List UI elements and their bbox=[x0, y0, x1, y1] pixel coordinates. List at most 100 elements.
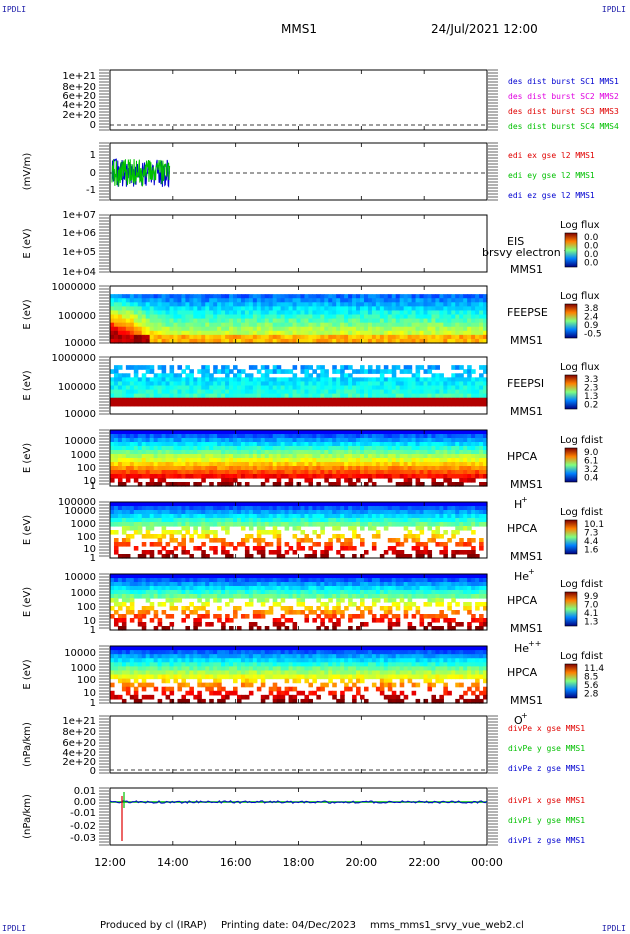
spectrogram-cell bbox=[209, 434, 214, 439]
spectrogram-cell bbox=[272, 574, 278, 579]
spectrogram-cell bbox=[113, 381, 119, 387]
spectrogram-cell bbox=[459, 434, 464, 439]
spectrogram-cell bbox=[320, 322, 325, 328]
spectrogram-cell bbox=[169, 450, 175, 455]
spectrogram-cell bbox=[161, 458, 167, 463]
spectrogram-cell bbox=[268, 530, 274, 535]
spectrogram-cell bbox=[137, 502, 143, 507]
spectrogram-cell bbox=[141, 518, 147, 523]
spectrogram-cell bbox=[161, 450, 167, 455]
spectrogram-cell bbox=[201, 586, 206, 591]
spectrogram-cell bbox=[276, 326, 282, 332]
spectrogram-cell bbox=[320, 330, 325, 336]
spectrogram-cell bbox=[360, 381, 365, 387]
spectrogram-cell bbox=[320, 294, 325, 299]
spectrogram-cell bbox=[356, 369, 361, 374]
spectrogram-cell bbox=[399, 514, 405, 519]
spectrogram-cell bbox=[399, 306, 405, 312]
spectrogram-cell bbox=[185, 594, 190, 599]
spectrogram-cell bbox=[181, 534, 186, 539]
spectrogram-cell bbox=[141, 574, 147, 579]
spectrogram-cell bbox=[248, 510, 254, 515]
spectrogram-cell bbox=[157, 450, 163, 455]
spectrogram-cell bbox=[201, 574, 206, 579]
spectrogram-cell bbox=[391, 550, 397, 555]
spectrogram-cell bbox=[276, 626, 282, 631]
spectrogram-cell bbox=[225, 373, 230, 378]
spectrogram-cell bbox=[344, 522, 349, 527]
spectrogram-cell bbox=[137, 530, 143, 535]
spectrogram-cell bbox=[225, 430, 230, 435]
spectrogram-cell bbox=[189, 322, 194, 328]
spectrogram-cell bbox=[324, 518, 329, 523]
spectrogram-cell bbox=[435, 326, 440, 332]
spectrogram-cell bbox=[205, 610, 210, 615]
spectrogram-cell bbox=[471, 401, 476, 407]
spectrogram-cell bbox=[161, 298, 167, 303]
spectrogram-cell bbox=[467, 401, 472, 407]
spectrogram-cell bbox=[113, 294, 119, 299]
spectrogram-cell bbox=[264, 594, 270, 599]
spectrogram-cell bbox=[467, 470, 472, 475]
spectrogram-cell bbox=[165, 377, 171, 383]
spectrogram-cell bbox=[233, 458, 238, 463]
spectrogram-cell bbox=[284, 586, 290, 591]
spectrogram-cell bbox=[483, 462, 488, 467]
spectrogram-cell bbox=[213, 385, 218, 391]
spectrogram-cell bbox=[141, 314, 147, 320]
spectrogram-cell bbox=[113, 446, 119, 451]
spectrogram-cell bbox=[145, 298, 151, 303]
spectrogram-cell bbox=[463, 518, 468, 523]
ytick-label: 1 bbox=[90, 150, 96, 161]
spectrogram-cell bbox=[240, 514, 246, 519]
spectrogram-cell bbox=[471, 397, 476, 403]
spectrogram-cell bbox=[328, 381, 333, 387]
spectrogram-cell bbox=[129, 298, 135, 303]
spectrogram-cell bbox=[221, 385, 226, 391]
spectrogram-cell bbox=[129, 450, 135, 455]
spectrogram-cell bbox=[205, 430, 210, 435]
spectrogram-cell bbox=[395, 302, 401, 307]
spectrogram-cell bbox=[197, 330, 202, 336]
spectrogram-cell bbox=[225, 522, 230, 527]
spectrogram-cell bbox=[236, 510, 242, 515]
spectrogram-cell bbox=[292, 310, 298, 316]
spectrogram-cell bbox=[229, 434, 234, 439]
spectrogram-hpca-he bbox=[110, 502, 488, 559]
spectrogram-cell bbox=[125, 322, 131, 328]
spectrogram-cell bbox=[463, 430, 468, 435]
spectrogram-cell bbox=[439, 550, 444, 555]
spectrogram-cell bbox=[300, 458, 306, 463]
spectrogram-cell bbox=[133, 518, 139, 523]
spectrogram-cell bbox=[479, 330, 484, 336]
spectrogram-cell bbox=[304, 442, 310, 447]
spectrogram-cell bbox=[415, 510, 421, 515]
spectrogram-cell bbox=[244, 482, 250, 487]
spectrogram-cell bbox=[439, 458, 444, 463]
spectrogram-cell bbox=[145, 326, 151, 332]
spectrogram-cell bbox=[455, 334, 460, 340]
spectrogram-cell bbox=[471, 474, 476, 479]
spectrogram-cell bbox=[415, 322, 421, 328]
spectrogram-cell bbox=[336, 526, 341, 531]
spectrogram-cell bbox=[229, 397, 234, 403]
spectrogram-cell bbox=[272, 450, 278, 455]
spectrogram-cell bbox=[471, 554, 476, 559]
spectrogram-cell bbox=[117, 322, 123, 328]
spectrogram-cell bbox=[320, 434, 325, 439]
spectrogram-cell bbox=[268, 306, 274, 312]
ytick-label: 1e+05 bbox=[62, 247, 96, 258]
spectrogram-cell bbox=[276, 582, 282, 587]
spectrogram-cell bbox=[344, 302, 349, 307]
spectrogram-cell bbox=[379, 326, 385, 332]
spectrogram-cell bbox=[121, 582, 127, 587]
spectrogram-cell bbox=[419, 430, 425, 435]
spectrogram-cell bbox=[205, 614, 210, 619]
spectrogram-cell bbox=[161, 397, 167, 403]
spectrogram-cell bbox=[344, 502, 349, 507]
spectrogram-cell bbox=[189, 454, 194, 459]
spectrogram-cell bbox=[336, 534, 341, 539]
instrument-label: HPCA bbox=[507, 450, 538, 463]
spectrogram-cell bbox=[169, 590, 175, 595]
ylabel: E (eV) bbox=[22, 443, 33, 473]
